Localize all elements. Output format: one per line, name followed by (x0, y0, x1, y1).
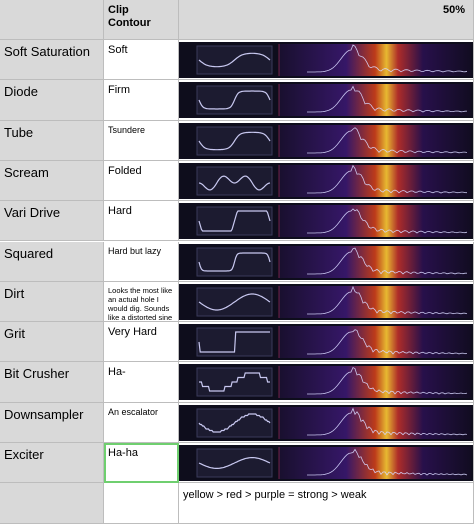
row-label: Tube (0, 120, 104, 161)
row-label: Squared (0, 241, 104, 282)
header-cell (0, 0, 104, 40)
spectrum-graphic (179, 122, 473, 159)
header-cell: 50% (179, 0, 474, 40)
spectrum-image (179, 281, 474, 323)
spectrum-image (179, 201, 474, 242)
spectrum-graphic (179, 404, 473, 441)
spectrum-graphic (179, 364, 473, 401)
spectrum-image (179, 40, 474, 81)
spectrum-graphic (179, 445, 473, 481)
spectrum-graphic (179, 42, 473, 78)
clip-contour: Folded (104, 160, 179, 202)
row-label: Dirt (0, 281, 104, 323)
spectrum-graphic (179, 203, 473, 240)
clip-contour: Tsundere (104, 120, 179, 161)
spectrum-image (179, 443, 474, 484)
spectrum-graphic (179, 283, 473, 320)
clip-contour: Ha- (104, 362, 179, 403)
clip-contour: Hard (104, 201, 179, 242)
spectrum-image (179, 120, 474, 161)
clip-contour: Hard but lazy (104, 241, 179, 282)
row-label: Vari Drive (0, 201, 104, 242)
spectrum-image (179, 160, 474, 202)
spectrum-graphic (179, 324, 473, 361)
clip-contour: Soft (104, 40, 179, 81)
clip-contour: An escalator (104, 402, 179, 443)
spectrum-image (179, 80, 474, 121)
header-cell: Clip Contour (104, 0, 179, 40)
row-label: Scream (0, 160, 104, 202)
row-label: Downsampler (0, 402, 104, 443)
clip-contour: Looks the most like an actual hole I wou… (104, 281, 179, 323)
spectrum-graphic (179, 82, 473, 119)
note-label (0, 483, 104, 524)
row-label: Soft Saturation (0, 40, 104, 81)
spectrum-graphic (179, 243, 473, 280)
spectrum-graphic (179, 162, 473, 199)
clip-contour: Firm (104, 80, 179, 121)
row-label: Diode (0, 80, 104, 121)
spectrum-image (179, 362, 474, 403)
row-label: Exciter (0, 443, 104, 484)
note-contour (104, 483, 179, 524)
spectrum-image (179, 402, 474, 443)
clip-contour: Ha-ha (104, 443, 179, 484)
note: yellow > red > purple = strong > weak (179, 483, 474, 524)
spectrum-image (179, 322, 474, 363)
clip-contour: Very Hard (104, 322, 179, 363)
row-label: Grit (0, 322, 104, 363)
spectrum-image (179, 241, 474, 282)
row-label: Bit Crusher (0, 362, 104, 403)
